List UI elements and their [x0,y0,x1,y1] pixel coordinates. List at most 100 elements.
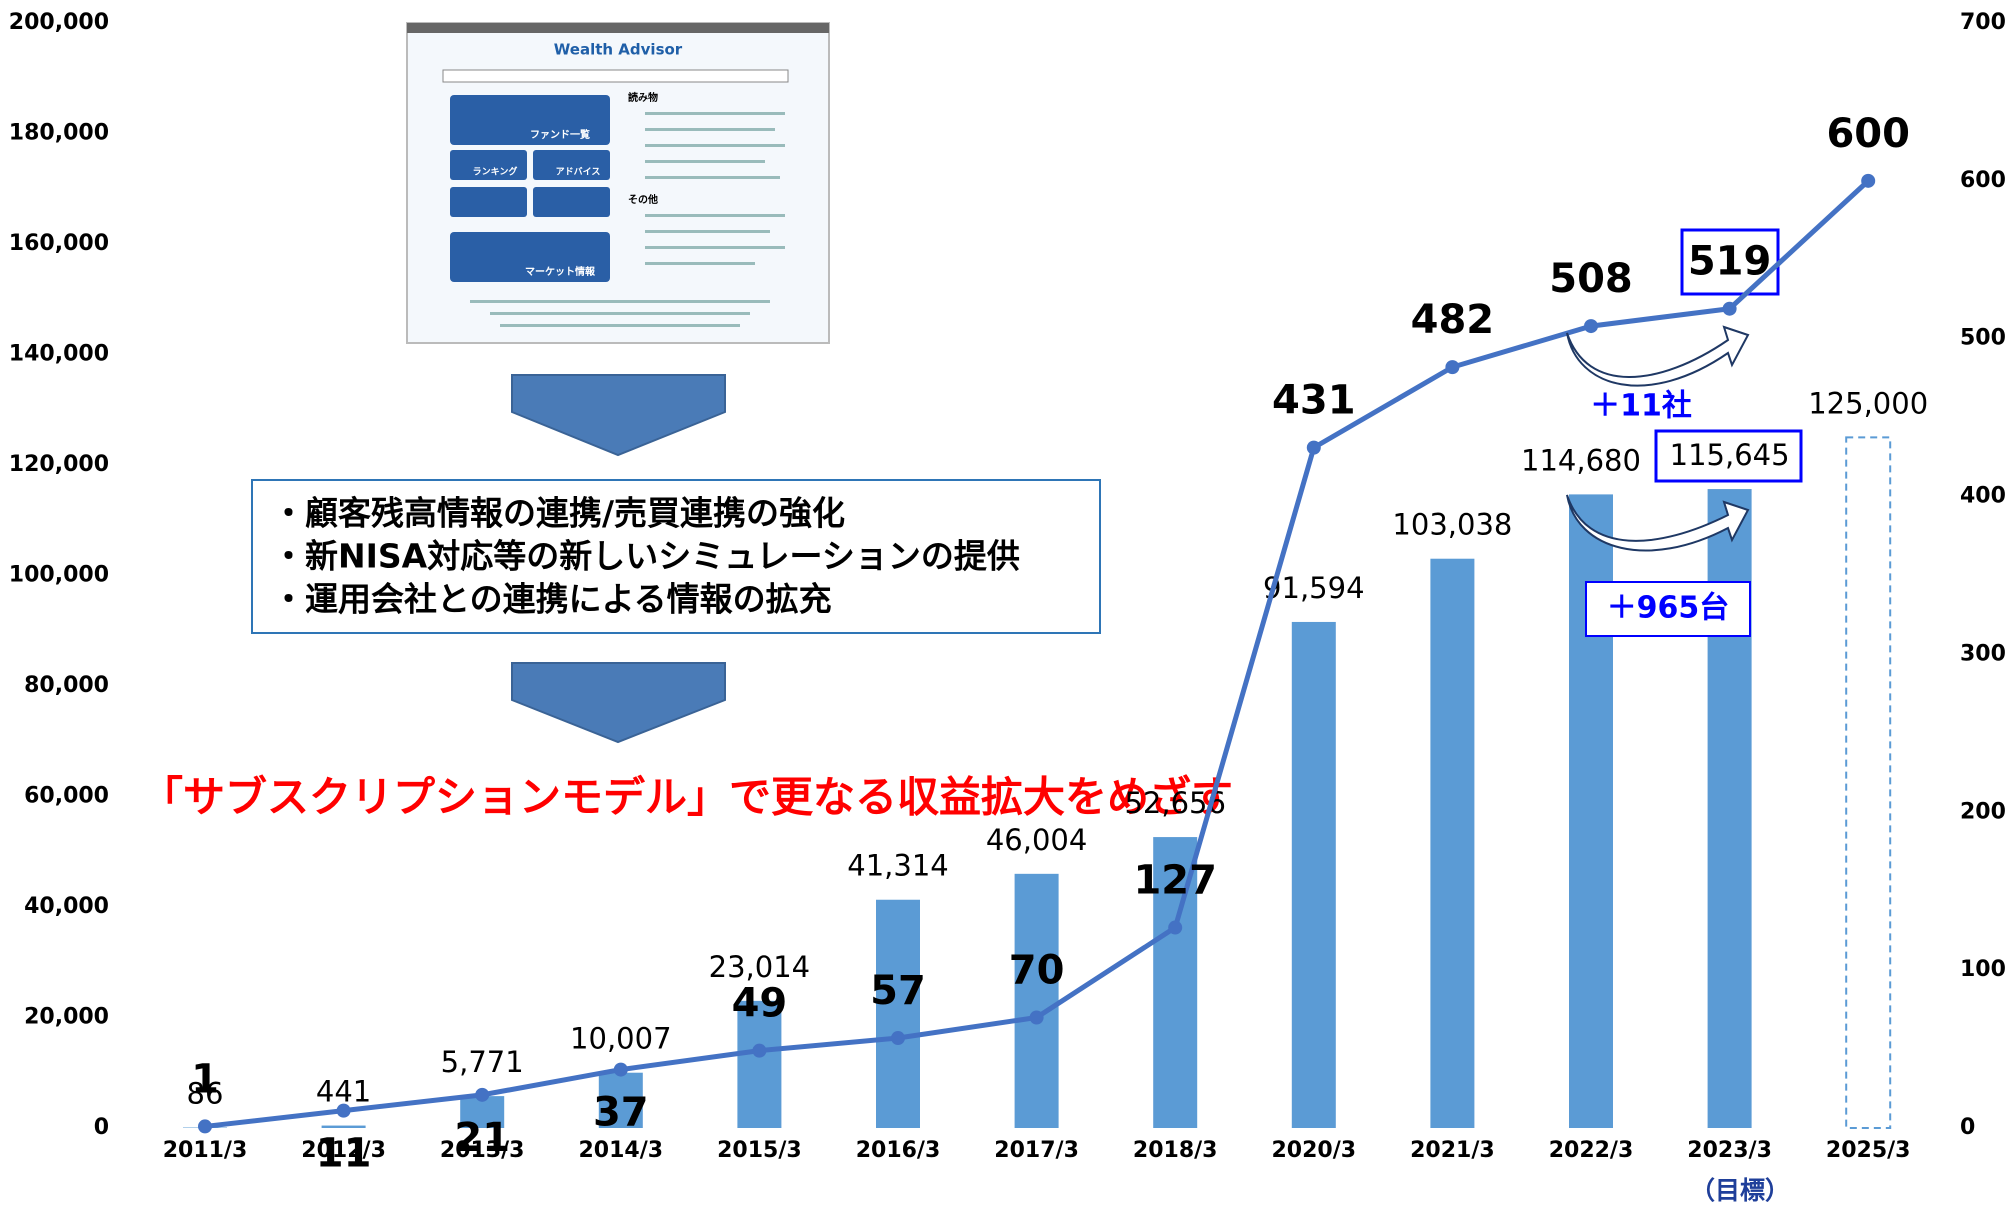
down-arrow [511,374,726,457]
line-marker [752,1043,767,1058]
screenshot-button [450,150,527,180]
curved-arrow [1566,325,1750,387]
bar-label: 41,314 [847,849,948,883]
screenshot-button-label: ファンド一覧 [530,128,590,141]
line-marker [475,1087,490,1102]
bar-label: 115,645 [1670,438,1790,472]
line-label: 37 [593,1090,649,1136]
screenshot-lines [470,112,785,327]
screenshot-button [533,187,610,217]
screenshot-button-label: マーケット情報 [525,265,596,278]
screenshot: Wealth Advisor ファンド一覧 ランキング アドバイス マーケット情… [406,22,830,344]
y-tick-label: 100,000 [9,563,109,588]
headline: 「サブスクリプションモデル」で更なる収益拡大をめざす [141,773,1233,822]
screenshot-button [450,232,610,282]
annotation: ＋965台 [1607,591,1730,626]
x-tick-label: 2013/3 [440,1138,525,1163]
line-marker [198,1119,212,1134]
line-marker [1445,360,1460,375]
bullet-box [251,479,1101,634]
x-tick-label: 2014/3 [579,1138,664,1163]
y2-tick-label: 700 [1960,10,2005,35]
screenshot-button [533,150,610,180]
bar-label: 86 [187,1077,224,1111]
bar-label: 5,771 [441,1045,524,1079]
screenshot-title: Wealth Advisor [554,41,683,59]
x-tick-label: 2025/3 [1826,1138,1911,1163]
screenshot-section: 読み物 [628,91,658,104]
bullet: ・顧客残高情報の連携/売買連携の強化 [272,494,845,533]
down-arrow [511,662,726,744]
x-tick-label: 2022/3 [1549,1138,1634,1163]
line-marker [1168,920,1183,935]
line-label: 508 [1549,256,1633,302]
curved-arrow [1566,494,1750,552]
bar-label: 46,004 [986,823,1087,857]
y2-tick-label: 200 [1960,799,2005,824]
y-tick-label: 80,000 [24,673,109,698]
y-tick-label: 20,000 [24,1005,109,1030]
y2-tick-label: 500 [1960,326,2005,351]
line-marker [1722,301,1737,316]
line-label: 482 [1411,297,1495,343]
y-tick-label: 40,000 [24,894,109,919]
line-label: 11 [316,1131,372,1177]
screenshot-button [450,95,610,145]
bullet: ・新NISA対応等の新しいシミュレーションの提供 [272,537,1020,576]
line-label: 49 [732,981,788,1027]
y2-tick-label: 400 [1960,484,2005,509]
line-marker [336,1103,351,1118]
line-label: 431 [1272,378,1356,424]
bar [598,1072,643,1128]
y-tick-label: 160,000 [9,231,109,256]
y-tick-label: 140,000 [9,342,109,367]
screenshot-section: その他 [628,193,658,206]
bar [876,899,920,1128]
line-marker [1029,1010,1044,1025]
y-tick-label: 0 [94,1115,109,1140]
y-tick-label: 180,000 [9,121,109,146]
line-label: 600 [1826,111,1910,157]
screenshot-button-label: アドバイス [556,167,601,178]
x-tick-label: 2011/3 [163,1138,248,1163]
bar-label: 103,038 [1392,508,1512,542]
screenshot-button-label: ランキング [473,166,518,178]
y-tick-label: 200,000 [9,10,109,35]
x-tick-label: 2012/3 [301,1138,386,1163]
highlight-box [1654,429,1803,483]
bar [1845,436,1892,1129]
x-tick-label: 2018/3 [1133,1138,1218,1163]
line-label: 1 [191,1056,219,1102]
x-tick-label: 2021/3 [1410,1138,1495,1163]
bar [1291,621,1336,1128]
y2-tick-label: 300 [1960,641,2005,666]
y2-tick-label: 0 [1960,1115,1975,1140]
line-marker [1861,173,1876,188]
bar-label: 125,000 [1808,386,1928,420]
x-tick-label: 2017/3 [994,1138,1079,1163]
bar [1430,558,1475,1128]
line-label: 21 [454,1115,510,1161]
y2-tick-label: 600 [1960,168,2005,193]
bullet: ・運用会社との連携による情報の拡充 [272,580,832,619]
x-tick-label: 2023/3 [1687,1138,1772,1163]
x-tick-label: 2015/3 [717,1138,802,1163]
bar [321,1125,366,1128]
line-label: 70 [1009,948,1065,994]
bar-label: 10,007 [570,1022,671,1056]
bar-label: 23,014 [709,950,810,984]
screenshot-statusbar [407,23,829,33]
y2-tick-label: 100 [1960,957,2005,982]
bar-label: 114,680 [1521,443,1641,477]
screenshot-button [450,187,527,217]
line-label: 127 [1133,858,1217,904]
bar [1014,873,1059,1128]
bar [737,1000,782,1128]
line-marker [613,1062,628,1077]
line-marker [1306,440,1321,455]
bar-label: 441 [316,1075,371,1109]
bar-label: 91,594 [1263,571,1364,605]
x-tick-label: 2016/3 [856,1138,941,1163]
line-label: 519 [1688,239,1772,285]
